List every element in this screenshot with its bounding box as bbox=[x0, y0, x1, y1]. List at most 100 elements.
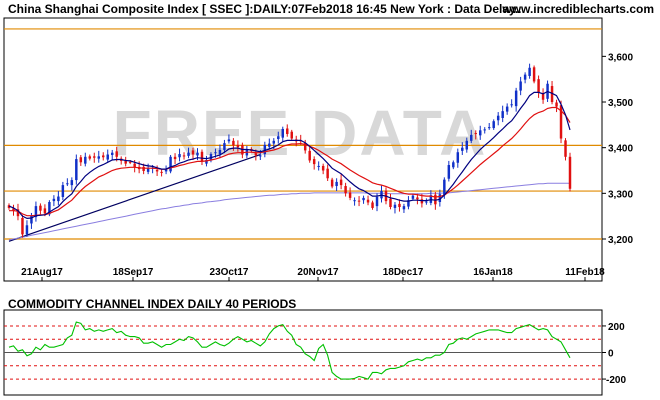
candle bbox=[57, 196, 60, 202]
candle bbox=[348, 192, 352, 198]
candle bbox=[178, 154, 181, 158]
candle bbox=[393, 204, 397, 208]
candle bbox=[528, 67, 531, 76]
candle bbox=[205, 160, 208, 164]
candle bbox=[420, 199, 424, 204]
candle bbox=[286, 128, 289, 134]
candle bbox=[290, 131, 293, 139]
cci-tick-label: 0 bbox=[608, 349, 614, 360]
candle bbox=[505, 106, 509, 112]
candle bbox=[366, 199, 370, 203]
price-tick-label: 3,500 bbox=[608, 98, 633, 109]
candle bbox=[146, 168, 150, 172]
candle bbox=[411, 195, 415, 199]
candle bbox=[371, 202, 374, 208]
cci-line bbox=[8, 321, 571, 380]
candle bbox=[501, 111, 504, 118]
candle bbox=[514, 90, 518, 107]
candle bbox=[34, 206, 38, 218]
candle bbox=[66, 183, 69, 185]
candle bbox=[496, 115, 500, 121]
candle bbox=[434, 194, 437, 205]
candle bbox=[312, 159, 316, 165]
price-tick-label: 3,300 bbox=[608, 189, 633, 200]
date-tick-label: 20Nov17 bbox=[297, 267, 339, 278]
candle bbox=[277, 136, 280, 139]
ema-layer bbox=[8, 90, 571, 220]
candle bbox=[160, 171, 163, 173]
ema-fast-line bbox=[8, 90, 571, 220]
candle bbox=[541, 93, 545, 100]
candle bbox=[375, 196, 379, 207]
candle bbox=[357, 200, 361, 202]
candle bbox=[259, 155, 262, 157]
candle bbox=[12, 208, 15, 211]
candle bbox=[169, 156, 172, 172]
cci-axis: 200 0 -200 bbox=[602, 322, 626, 386]
candle bbox=[155, 170, 159, 172]
candle bbox=[164, 169, 168, 172]
cci-tick-label: 200 bbox=[608, 322, 625, 333]
candle bbox=[52, 198, 56, 202]
date-axis: 21Aug17 18Sep17 23Oct17 20Nov17 18Dec17 16Jan… bbox=[21, 267, 605, 281]
candle bbox=[21, 217, 24, 235]
candle bbox=[106, 154, 109, 160]
candle bbox=[236, 144, 240, 148]
candle bbox=[263, 144, 267, 155]
candle bbox=[416, 197, 419, 200]
candle bbox=[330, 179, 334, 187]
candle bbox=[214, 152, 217, 154]
cci-tick-label: -200 bbox=[606, 375, 626, 386]
candle bbox=[93, 156, 96, 158]
chart-title: China Shanghai Composite Index [ SSEC ]:… bbox=[8, 2, 521, 16]
long-moving-average bbox=[8, 182, 570, 241]
candle bbox=[39, 205, 42, 211]
date-tick-label: 16Jan18 bbox=[473, 267, 513, 278]
candle bbox=[487, 127, 491, 129]
candle bbox=[438, 194, 442, 203]
candle bbox=[510, 104, 513, 106]
candle bbox=[232, 140, 235, 146]
candle bbox=[303, 143, 307, 151]
candle bbox=[555, 102, 558, 107]
candle bbox=[479, 130, 482, 136]
candle bbox=[407, 200, 410, 207]
cci-line-layer bbox=[8, 321, 571, 380]
candle bbox=[97, 156, 100, 159]
candle bbox=[84, 156, 87, 164]
candle bbox=[227, 139, 231, 142]
candle bbox=[223, 143, 226, 150]
candle bbox=[173, 156, 177, 160]
candle bbox=[317, 165, 320, 167]
candle bbox=[110, 152, 114, 155]
candle bbox=[187, 152, 190, 156]
candle bbox=[492, 121, 495, 129]
candle bbox=[321, 165, 325, 171]
candle bbox=[308, 150, 311, 161]
price-axis: 3,200 3,300 3,400 3,500 3,600 bbox=[602, 52, 633, 246]
candle bbox=[48, 202, 51, 215]
candle bbox=[402, 206, 406, 210]
price-tick-label: 3,400 bbox=[608, 144, 633, 155]
candle bbox=[281, 128, 285, 138]
site-link[interactable]: www.incrediblecharts.com bbox=[501, 2, 654, 16]
trendline-layer bbox=[8, 153, 261, 242]
candle bbox=[70, 180, 74, 186]
candle bbox=[326, 168, 329, 179]
price-tick-label: 3,200 bbox=[608, 235, 633, 246]
candle bbox=[483, 129, 486, 131]
date-tick-label: 18Dec17 bbox=[383, 267, 424, 278]
date-tick-label: 21Aug17 bbox=[21, 267, 63, 278]
candle bbox=[268, 143, 271, 147]
candle bbox=[142, 166, 145, 171]
candle bbox=[115, 151, 118, 157]
candle bbox=[102, 155, 105, 158]
date-tick-label: 23Oct17 bbox=[210, 267, 249, 278]
cci-reference-lines bbox=[4, 325, 602, 380]
candle bbox=[344, 186, 347, 194]
candle bbox=[25, 225, 29, 235]
candle bbox=[196, 152, 199, 156]
candle bbox=[182, 155, 186, 157]
price-panel-frame bbox=[3, 17, 603, 282]
